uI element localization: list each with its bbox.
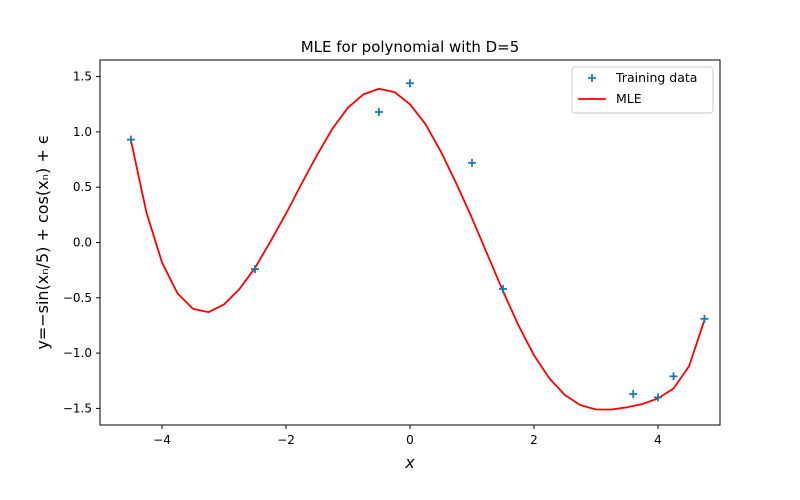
x-tick-label: −4 (153, 433, 171, 447)
x-tick-label: −2 (277, 433, 295, 447)
x-tick-label: 4 (654, 433, 662, 447)
y-axis-label: y=−sin(xₙ/5) + cos(xₙ) + ϵ (33, 134, 52, 349)
training-data-point (375, 107, 383, 116)
legend-label-training-data: Training data (615, 70, 697, 85)
plot-area (127, 79, 709, 411)
y-tick-label: 1.0 (73, 125, 92, 139)
training-data-point (406, 79, 414, 88)
y-tick-label: −1.5 (63, 401, 92, 415)
training-data-point (629, 390, 638, 399)
y-tick-label: −1.0 (63, 346, 92, 360)
y-tick-label: −0.5 (63, 291, 92, 305)
legend-box (571, 66, 714, 114)
training-data-point (251, 265, 259, 274)
training-data-point (654, 393, 662, 402)
legend-label-mle: MLE (616, 91, 642, 106)
training-data-point (499, 284, 507, 293)
x-tick-label: 0 (406, 433, 414, 447)
chart-title: MLE for polynomial with D=5 (301, 38, 520, 56)
y-axis: 1.5 1.0 0.5 0.0 −0.5 −1.0 −1.5 (63, 70, 100, 415)
y-tick-label: 0.5 (73, 180, 92, 194)
legend-marker-training-data (588, 74, 596, 82)
training-data-point (127, 135, 135, 144)
training-data-point (669, 372, 678, 381)
axes-frame (99, 59, 721, 426)
x-axis-label: x (404, 453, 415, 472)
legend: Training data MLE (571, 66, 714, 114)
y-tick-label: 1.5 (73, 70, 92, 84)
y-tick-label: 0.0 (73, 236, 92, 250)
x-tick-label: 2 (530, 433, 538, 447)
mle-line (130, 87, 706, 411)
x-axis: −4 −2 0 2 4 (153, 425, 662, 447)
training-data-point (468, 158, 476, 167)
training-data-point (700, 314, 709, 323)
